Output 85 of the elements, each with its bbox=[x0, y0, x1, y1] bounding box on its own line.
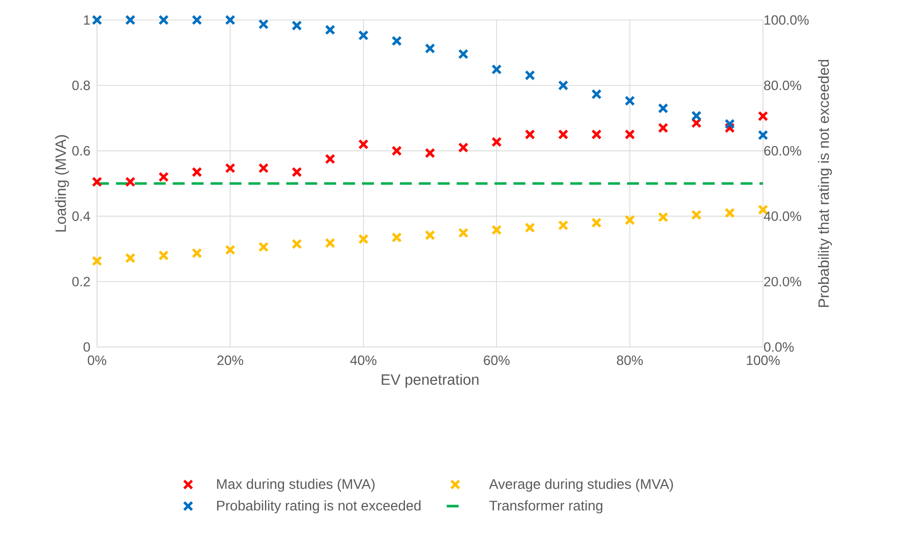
point bbox=[392, 146, 402, 156]
point bbox=[158, 250, 169, 261]
y2-tick-label: 20.0% bbox=[764, 276, 802, 286]
point bbox=[491, 224, 502, 236]
y2-tick-label: 40.0% bbox=[764, 211, 802, 221]
point bbox=[258, 162, 269, 174]
point bbox=[724, 208, 735, 218]
point bbox=[591, 89, 602, 100]
y2-axis-title: Probability that rating is not exceeded bbox=[818, 60, 832, 307]
point bbox=[624, 129, 635, 140]
point bbox=[225, 14, 236, 26]
legend-label: Transformer rating bbox=[489, 500, 602, 514]
point bbox=[192, 166, 202, 178]
point bbox=[92, 14, 102, 26]
point bbox=[192, 14, 202, 26]
legend-label: Max during studies (MVA) bbox=[217, 478, 375, 492]
point bbox=[658, 212, 668, 222]
point bbox=[558, 220, 568, 231]
point bbox=[658, 103, 668, 114]
y-tick-label: 0.6 bbox=[72, 146, 90, 156]
x-tick-label: 20% bbox=[217, 356, 244, 366]
point bbox=[358, 30, 369, 41]
point bbox=[691, 110, 702, 121]
point bbox=[225, 244, 236, 256]
point bbox=[358, 234, 369, 244]
point bbox=[624, 96, 635, 106]
y2-tick-label: 100.0% bbox=[764, 15, 809, 25]
y2-tick-label: 60.0% bbox=[764, 146, 802, 156]
point bbox=[758, 130, 768, 140]
point bbox=[458, 142, 468, 153]
point bbox=[424, 148, 436, 158]
legend-label: Probability rating is not exceeded bbox=[217, 500, 421, 514]
point bbox=[624, 214, 635, 226]
point bbox=[292, 238, 302, 250]
point bbox=[125, 176, 136, 188]
y-tick-label: 0 bbox=[84, 342, 90, 352]
y-tick-label: 0.4 bbox=[72, 211, 90, 221]
point bbox=[658, 122, 668, 134]
point bbox=[591, 218, 602, 228]
point bbox=[691, 210, 702, 220]
point bbox=[392, 232, 402, 243]
y-axis-title: Loading (MVA) bbox=[55, 135, 69, 232]
point bbox=[258, 19, 269, 30]
point bbox=[258, 242, 269, 252]
point bbox=[358, 139, 369, 150]
point bbox=[324, 238, 336, 248]
point bbox=[324, 24, 336, 35]
x-tick-label: 60% bbox=[484, 356, 510, 366]
point bbox=[558, 80, 568, 91]
point bbox=[491, 136, 502, 148]
point bbox=[758, 110, 768, 122]
legend-label: Average during studies (MVA) bbox=[489, 478, 673, 492]
point bbox=[591, 129, 602, 140]
point bbox=[524, 129, 536, 140]
point bbox=[491, 64, 502, 75]
point bbox=[392, 36, 402, 46]
point bbox=[524, 222, 536, 233]
point bbox=[324, 154, 336, 164]
point bbox=[424, 230, 436, 240]
point bbox=[92, 256, 102, 266]
point bbox=[424, 43, 436, 54]
point bbox=[125, 14, 136, 26]
point bbox=[292, 20, 302, 31]
point bbox=[524, 70, 536, 80]
point bbox=[558, 129, 568, 140]
y-tick-label: 0.8 bbox=[72, 80, 90, 90]
point bbox=[158, 172, 169, 182]
point bbox=[458, 48, 468, 60]
point bbox=[158, 14, 169, 26]
point bbox=[724, 118, 735, 130]
y2-tick-label: 0.0% bbox=[764, 342, 794, 352]
x-tick-label: 40% bbox=[350, 356, 376, 366]
x-tick-label: 0% bbox=[88, 356, 106, 366]
y2-tick-label: 80.0% bbox=[764, 80, 802, 90]
y-tick-label: 0.2 bbox=[72, 276, 90, 286]
point bbox=[292, 166, 302, 178]
point bbox=[225, 162, 236, 174]
point bbox=[458, 228, 468, 238]
x-tick-label: 80% bbox=[616, 356, 643, 366]
x-axis-title: EV penetration bbox=[382, 374, 478, 388]
point bbox=[92, 176, 102, 188]
y-tick-label: 1 bbox=[84, 15, 90, 25]
point bbox=[125, 252, 136, 264]
point bbox=[192, 248, 202, 258]
x-tick-label: 100% bbox=[746, 356, 780, 366]
